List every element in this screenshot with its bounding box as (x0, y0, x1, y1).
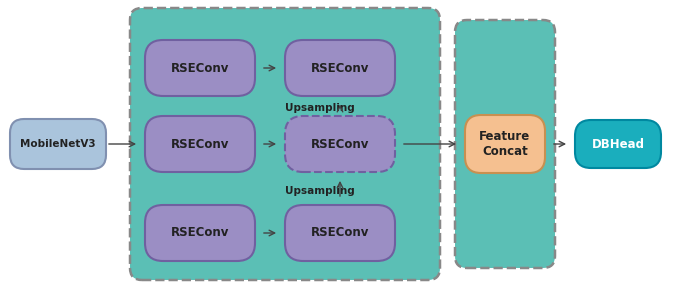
Text: DBHead: DBHead (592, 137, 645, 151)
Text: RSEConv: RSEConv (311, 226, 369, 240)
Text: Feature
Concat: Feature Concat (479, 130, 531, 158)
FancyBboxPatch shape (285, 40, 395, 96)
FancyBboxPatch shape (145, 40, 255, 96)
Text: Upsampling: Upsampling (285, 185, 355, 196)
FancyBboxPatch shape (10, 119, 106, 169)
FancyBboxPatch shape (575, 120, 661, 168)
FancyBboxPatch shape (145, 205, 255, 261)
Text: Upsampling: Upsampling (285, 103, 355, 113)
FancyBboxPatch shape (145, 116, 255, 172)
FancyBboxPatch shape (455, 20, 555, 268)
Text: RSEConv: RSEConv (311, 62, 369, 75)
Text: RSEConv: RSEConv (171, 226, 229, 240)
FancyBboxPatch shape (465, 115, 545, 173)
Text: MobileNetV3: MobileNetV3 (20, 139, 96, 149)
FancyBboxPatch shape (285, 205, 395, 261)
Text: RSEConv: RSEConv (171, 62, 229, 75)
Text: RSEConv: RSEConv (311, 137, 369, 151)
FancyBboxPatch shape (130, 8, 440, 280)
FancyBboxPatch shape (285, 116, 395, 172)
Text: RSEConv: RSEConv (171, 137, 229, 151)
